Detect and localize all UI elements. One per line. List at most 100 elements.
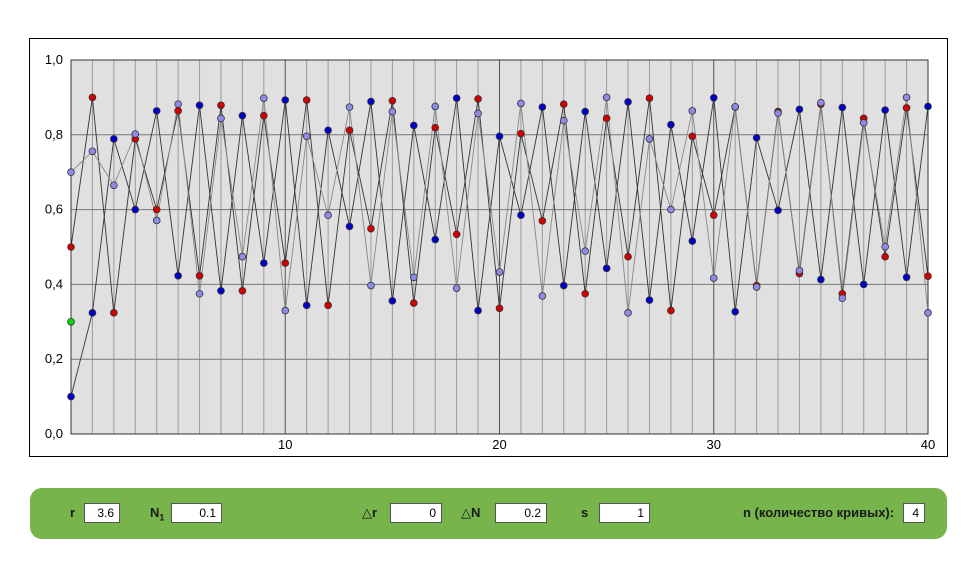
data-point-series-3 [602,93,611,102]
data-point-series-2 [260,259,268,267]
data-point-series-3 [217,114,225,123]
curve-count-label: n (количество кривых): [743,505,895,520]
data-point-series-2 [859,280,868,289]
data-point-series-3 [88,147,97,156]
x-tick-label: 20 [492,437,506,452]
data-point-series-1 [881,252,889,261]
delta-r-input[interactable]: 0 [390,503,442,523]
data-point-series-3 [174,100,182,108]
data-point-series-1 [324,301,332,310]
y-tick-label: 0,8 [45,127,63,142]
s-input[interactable]: 1 [599,503,650,523]
data-point-series-1 [517,129,525,138]
data-point-series-2 [645,296,654,304]
data-point-series-2 [302,301,311,310]
x-tick-label: 30 [707,437,721,452]
r-input[interactable]: 3.6 [84,503,120,523]
x-tick-label: 10 [278,437,292,452]
data-point-series-2 [602,264,611,273]
data-point-series-3 [559,116,568,125]
grid-layer [71,60,928,434]
data-point-series-1 [495,304,504,313]
data-point-series-2 [174,271,182,280]
data-point-series-2 [495,132,504,141]
data-point-series-3 [409,273,418,282]
y-tick-label: 0,2 [45,351,63,366]
data-point-series-2 [688,237,697,245]
data-point-series-3 [688,107,697,115]
data-point-series-3 [431,102,440,111]
data-point-series-1 [367,224,375,233]
data-point-series-2 [452,94,461,102]
data-point-series-2 [131,205,140,214]
data-point-series-2 [559,281,568,290]
data-point-series-3 [902,93,911,102]
data-point-series-3 [924,309,932,317]
data-point-series-1 [924,272,932,280]
n1-input[interactable]: 0.1 [171,503,222,523]
data-point-series-1 [195,271,204,280]
data-point-series-2 [110,135,118,143]
data-point-series-1 [602,114,611,123]
data-point-series-2 [774,206,782,215]
data-point-series-2 [517,211,525,220]
data-point-series-1 [260,111,268,120]
data-point-series-3 [624,309,632,317]
data-point-series-1 [388,96,397,105]
data-point-series-2 [474,306,482,315]
data-point-series-2 [881,106,889,114]
data-point-series-1 [431,123,440,132]
data-point-series-3 [345,103,354,111]
data-point-series-2 [538,103,547,111]
data-point-series-2 [88,309,97,317]
r-label: r [70,505,76,520]
data-point-series-3 [195,289,204,298]
data-point-series-3 [859,119,868,127]
data-point-series-3 [538,292,547,300]
data-point-series-2 [152,107,161,115]
data-point-series-3 [731,102,739,111]
data-point-series-2 [367,97,375,106]
data-point-series-2 [67,392,75,401]
data-point-series-2 [238,111,247,120]
delta-r-label: △r [362,505,378,520]
n1-label: N1 [150,505,164,523]
data-point-series-2 [409,121,418,130]
data-point-series-1 [452,230,461,239]
data-point-series-3 [388,107,397,116]
data-point-series-3 [495,268,504,276]
data-point-series-4 [67,317,75,326]
data-point-series-3 [110,181,118,190]
curve-count-input[interactable]: 4 [903,503,925,523]
data-point-series-1 [281,259,290,267]
y-tick-label: 1,0 [45,52,63,67]
data-point-series-3 [581,247,589,255]
data-point-series-3 [67,168,75,177]
s-label: s [581,505,589,520]
data-point-series-2 [731,307,739,316]
control-panel: r 3.6 N1 0.1 △r 0 △N 0.2 s 1 n (количест… [30,488,947,539]
data-point-series-1 [174,107,182,115]
delta-n-label: △N [461,505,481,520]
data-point-series-2 [795,105,804,114]
data-point-series-3 [131,130,140,138]
data-point-series-3 [881,242,889,251]
y-tick-label: 0,6 [45,202,63,217]
data-point-series-1 [538,217,547,225]
data-point-series-1 [559,100,568,108]
delta-n-input[interactable]: 0.2 [495,503,547,523]
data-point-series-2 [431,235,440,244]
data-point-series-1 [110,309,118,317]
chart-svg: 0,0 0,2 0,4 0,6 0,8 1,0 10 20 30 40 [29,38,948,457]
data-point-series-2 [709,93,718,102]
data-point-series-1 [409,299,418,307]
data-point-series-3 [367,281,375,290]
data-point-series-2 [195,101,204,110]
y-tick-label: 0,4 [45,276,63,291]
data-point-series-3 [452,284,461,292]
data-point-series-3 [709,274,718,282]
series-points [67,93,932,401]
data-point-series-1 [88,93,97,102]
data-point-series-2 [345,222,354,231]
data-point-series-3 [238,252,247,261]
